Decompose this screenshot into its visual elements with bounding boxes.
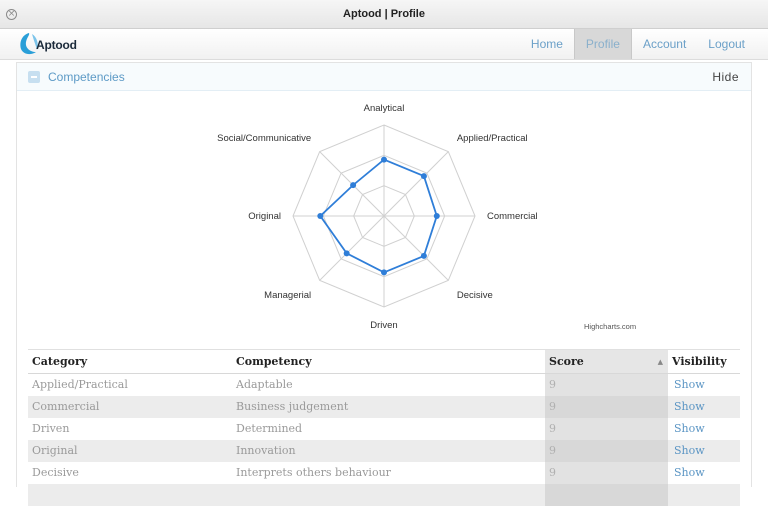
nav-profile[interactable]: Profile [573, 29, 632, 59]
collapse-icon[interactable] [28, 71, 40, 83]
axis-label: Applied/Practical [457, 133, 528, 144]
cell-score: 9 [545, 418, 668, 440]
nav-home[interactable]: Home [530, 37, 563, 51]
table-row: Driven Determined 9 Show [28, 418, 740, 440]
cell-category: Decisive [32, 466, 79, 479]
main-nav: Home Profile Account Logout [520, 29, 756, 59]
data-point [381, 269, 387, 276]
show-link[interactable]: Show [674, 466, 705, 479]
cell-competency: Business judgement [236, 400, 349, 413]
table-row [28, 484, 740, 506]
cell-category: Applied/Practical [32, 378, 128, 391]
grid-spoke [383, 151, 449, 217]
brand-logo[interactable]: Aptood [18, 32, 78, 58]
data-point [433, 213, 440, 219]
cell-category: Original [32, 444, 78, 457]
table-body: Applied/Practical Adaptable 9 Show Commercia… [28, 374, 740, 506]
table-row: Original Innovation 9 Show [28, 440, 740, 462]
axis-label: Social/Communicative [217, 133, 311, 144]
axis-label: Managerial [264, 290, 311, 301]
show-link[interactable]: Show [674, 400, 705, 413]
grid-spoke [319, 215, 385, 281]
sort-asc-icon: ▲ [657, 357, 663, 366]
panel-title: Competencies [48, 70, 125, 84]
panel-header: Competencies Hide [17, 63, 751, 91]
cell-score [545, 484, 668, 506]
cell-competency [232, 484, 545, 506]
close-icon[interactable]: × [6, 9, 17, 20]
logo-text: Aptood [36, 38, 77, 52]
axis-label: Driven [370, 320, 397, 331]
cell-category: Driven [32, 422, 70, 435]
competency-radar-chart: Analytical Applied/Practical Commercial Dec… [217, 103, 538, 331]
table-row: Decisive Interprets others behaviour 9 Show [28, 462, 740, 484]
cell-competency: Determined [236, 422, 303, 435]
data-point [381, 156, 387, 163]
axis-label: Decisive [457, 290, 493, 301]
logo-mark-icon [20, 33, 38, 55]
data-point [343, 250, 350, 257]
top-navbar: Aptood Home Profile Account Logout [0, 29, 768, 60]
header-category[interactable]: Category [32, 355, 88, 368]
show-link[interactable] [668, 484, 740, 506]
cell-score: 9 [545, 396, 668, 418]
chart-credits[interactable]: Highcharts.com [584, 322, 637, 331]
header-visibility[interactable]: Visibility [672, 355, 727, 368]
window-titlebar: × Aptood | Profile [0, 0, 768, 29]
nav-account[interactable]: Account [642, 37, 687, 51]
cell-score: 9 [545, 440, 668, 462]
table-row: Commercial Business judgement 9 Show [28, 396, 740, 418]
axis-label: Original [248, 211, 281, 222]
data-point [420, 252, 427, 259]
data-point [420, 173, 427, 180]
axis-label: Analytical [364, 103, 405, 114]
cell-competency: Innovation [236, 444, 296, 457]
header-score-label: Score [549, 355, 584, 368]
show-link[interactable]: Show [674, 444, 705, 457]
table-header: Category Competency Score ▲ Visibility [28, 350, 740, 374]
cell-competency: Adaptable [236, 378, 293, 391]
nav-logout[interactable]: Logout [708, 37, 745, 51]
window-title: Aptood | Profile [343, 8, 425, 20]
cell-score: 9 [545, 462, 668, 484]
cell-competency: Interprets others behaviour [236, 466, 391, 479]
table-row: Applied/Practical Adaptable 9 Show [28, 374, 740, 396]
competency-table: Category Competency Score ▲ Visibility Ap… [28, 349, 740, 506]
cell-category [28, 484, 232, 506]
data-point [350, 182, 357, 189]
header-competency[interactable]: Competency [236, 355, 312, 368]
cell-score: 9 [545, 374, 668, 396]
cell-category: Commercial [32, 400, 100, 413]
header-score[interactable]: Score ▲ [545, 350, 668, 373]
show-link[interactable]: Show [674, 422, 705, 435]
data-point [317, 213, 324, 219]
axis-label: Commercial [487, 211, 538, 222]
hide-button[interactable]: Hide [712, 70, 739, 84]
grid-spoke [383, 215, 449, 281]
show-link[interactable]: Show [674, 378, 705, 391]
